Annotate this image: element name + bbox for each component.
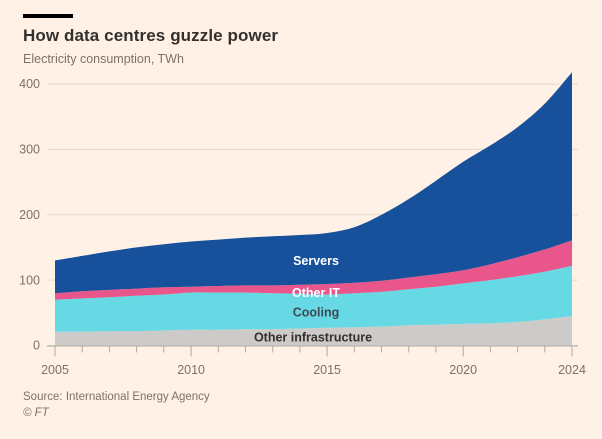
series-labels: Servers Other IT Cooling Other infrastructu… (254, 254, 372, 345)
chart-subtitle: Electricity consumption, TWh (23, 52, 184, 66)
series-label-servers: Servers (293, 254, 339, 268)
x-tick-label-2005: 2005 (41, 363, 69, 377)
accent-bar (23, 14, 73, 18)
area-other-it (55, 240, 572, 300)
area-cooling (55, 265, 572, 332)
source-note: Source: International Energy Agency (23, 391, 210, 403)
y-tick-label-200: 200 (19, 208, 40, 222)
y-tick-label-100: 100 (19, 273, 40, 287)
x-tick-label-2020: 2020 (449, 363, 477, 377)
area-other-infrastructure (55, 316, 572, 346)
series-label-other-infrastructure: Other infrastructure (254, 331, 372, 345)
area-layers (55, 72, 572, 346)
x-tick-label-2015: 2015 (313, 363, 341, 377)
chart-title: How data centres guzzle power (23, 26, 279, 45)
series-label-cooling: Cooling (293, 306, 340, 320)
x-tick-label-2024: 2024 (558, 363, 586, 377)
y-axis-labels: 0 100 200 300 400 (19, 77, 40, 353)
y-tick-label-400: 400 (19, 77, 40, 91)
y-tick-label-300: 300 (19, 143, 40, 157)
series-label-other-it: Other IT (292, 286, 340, 300)
y-tick-label-0: 0 (33, 339, 40, 353)
area-servers (55, 72, 572, 294)
x-axis: 2005 2010 2015 2020 2024 (41, 345, 586, 377)
x-tick-label-2010: 2010 (177, 363, 205, 377)
copyright-note: © FT (23, 407, 49, 419)
